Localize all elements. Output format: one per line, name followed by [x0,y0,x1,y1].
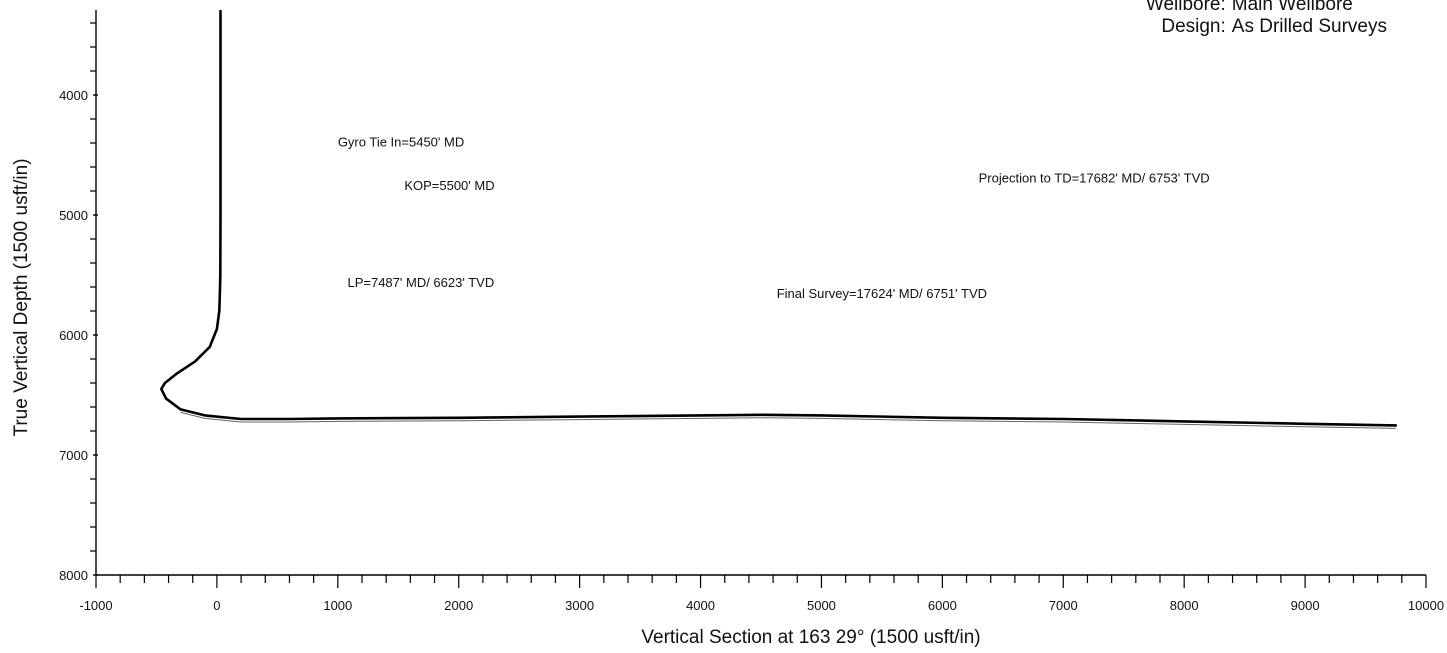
design-label: Design: [1161,16,1226,37]
survey-annotation: Final Survey=17624' MD/ 6751' TVD [777,286,987,301]
wellbore-label: Wellbore: [1145,0,1226,15]
design-value: As Drilled Surveys [1231,16,1387,37]
x-tick-label: 2000 [444,598,473,613]
x-tick-label: 8000 [1170,598,1199,613]
survey-annotation: LP=7487' MD/ 6623' TVD [347,275,494,290]
x-tick-label: 6000 [928,598,957,613]
y-tick-label: 7000 [59,448,88,463]
x-tick-label: 5000 [807,598,836,613]
chart-labels: Vertical Section at 163 29° (1500 usft/i… [11,135,1210,648]
well-path-overlay-line [180,411,1396,429]
x-tick-label: 7000 [1049,598,1078,613]
x-tick-label: 4000 [686,598,715,613]
x-tick-label: 9000 [1291,598,1320,613]
x-tick-label: -1000 [79,598,112,613]
y-tick-label: 6000 [59,328,88,343]
chart-marks [160,9,1398,429]
y-axis-title: True Vertical Depth (1500 usft/in) [11,158,32,436]
x-tick-label: 3000 [565,598,594,613]
x-axis-title: Vertical Section at 163 29° (1500 usft/i… [641,627,980,648]
x-tick-label: 10000 [1408,598,1444,613]
survey-annotation: Gyro Tie In=5450' MD [338,135,464,150]
chart-axes: -1000 0 1000 2000 3000 4000 5000 6000 7000 8000 90… [59,10,1444,613]
wellbore-row: Wellbore: Main Wellbore [1106,0,1387,16]
x-tick-label: 0 [213,598,220,613]
well-header: Wellbore: Main Wellbore Design: As Drill… [1106,0,1387,38]
y-tick-label: 4000 [59,88,88,103]
survey-annotation: Projection to TD=17682' MD/ 6753' TVD [979,171,1210,186]
x-tick-label: 1000 [323,598,352,613]
y-tick-label: 8000 [59,568,88,583]
survey-annotation: KOP=5500' MD [404,178,494,193]
wellbore-value: Main Wellbore [1231,0,1353,15]
y-tick-label: 5000 [59,208,88,223]
well-path-line [160,9,1398,427]
design-row: Design: As Drilled Surveys [1106,16,1387,38]
